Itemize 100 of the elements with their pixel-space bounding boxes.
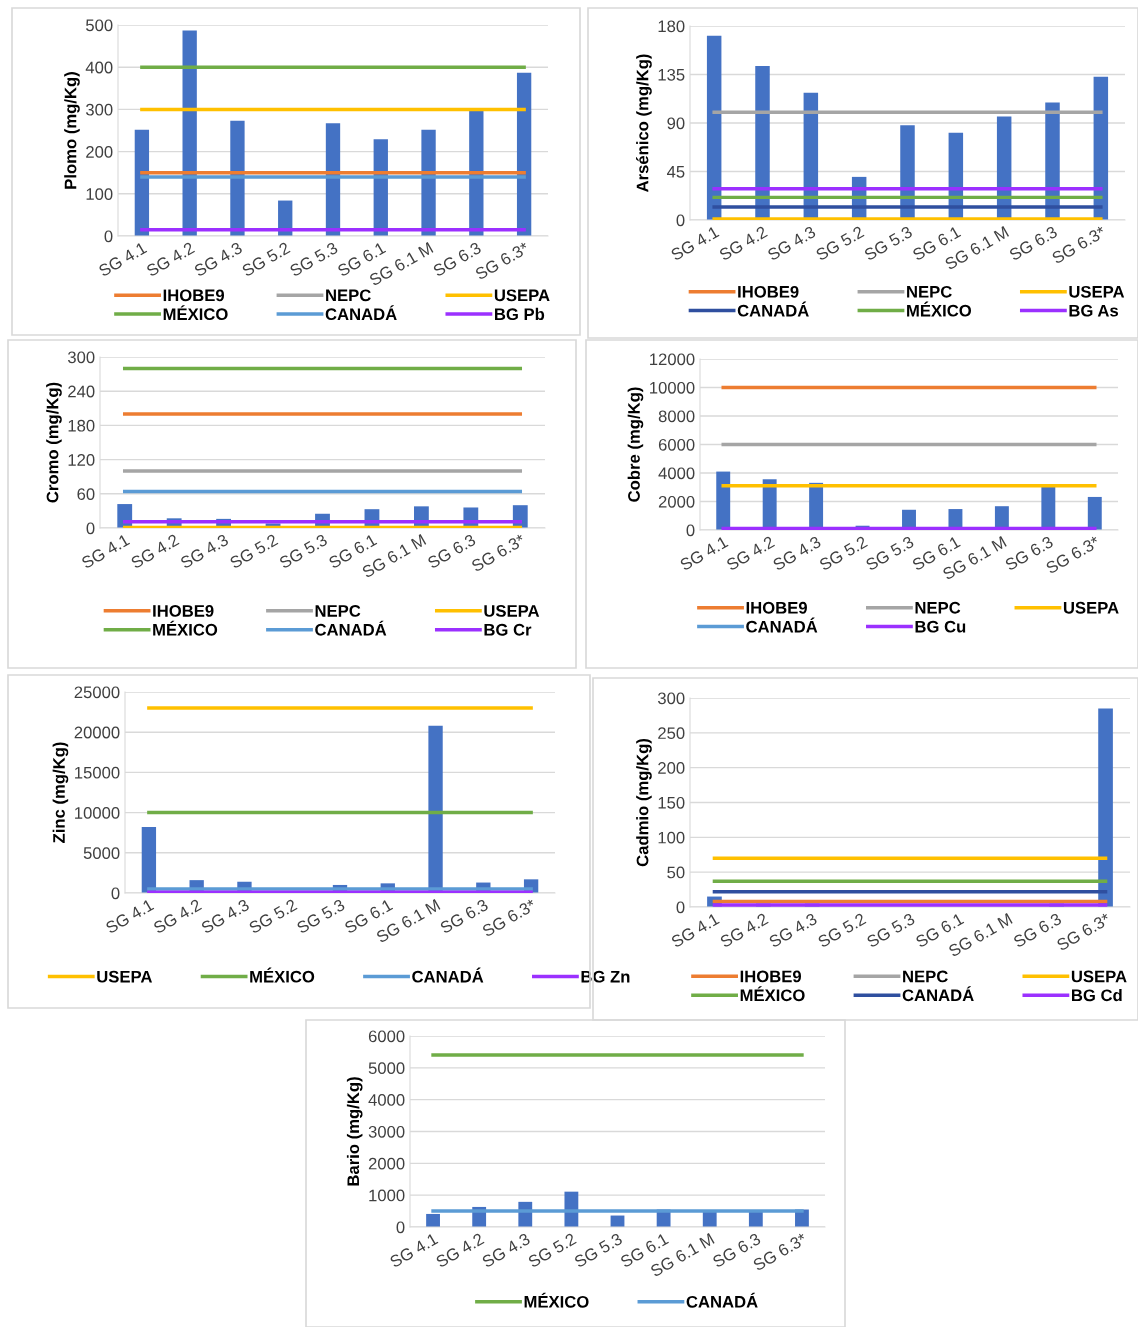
legend-label: IHOBE9 [153,605,214,617]
x-tick-label: SG 5.2 [248,898,298,935]
legend-label: CANADÁ [412,967,484,983]
legend-label: USEPA [484,605,540,617]
x-tick-label: SG 5.2 [817,912,867,949]
y-tick-label: 45 [666,166,685,178]
y-tick-label: 400 [85,61,113,74]
x-tick-label: SG 5.3 [863,225,913,262]
y-tick-label: 100 [658,831,685,844]
y-tick-label: 120 [68,454,95,466]
legend-label: BG Cr [484,623,532,636]
y-tick-label: 50 [667,866,685,879]
y-tick-label: 200 [658,762,685,774]
y-tick-label: 25000 [74,686,120,699]
y-tick-label: 0 [111,887,120,900]
y-tick-label: 300 [85,103,113,116]
y-tick-label: 10000 [75,807,120,819]
y-tick-label: 10000 [650,381,695,394]
legend-label: CANADÁ [315,620,387,636]
y-axis-title: Plomo (mg/Kg) [64,72,80,189]
x-tick-label: SG 5.3 [865,912,916,949]
y-tick-label: 0 [676,901,685,914]
y-tick-label: 8000 [658,410,695,423]
legend-label: USEPA [97,970,153,983]
legend-label: MÉXICO [907,301,972,317]
legend-label: CANADÁ [737,301,809,317]
legend-label: NEPC [903,970,948,983]
y-axis-title: Cromo (mg/Kg) [46,382,62,503]
legend-label: NEPC [907,285,952,298]
x-tick-label: SG 4.3 [768,912,818,949]
y-tick-label: 150 [658,796,685,809]
x-tick-label: SG 4.2 [130,533,180,570]
x-tick-label: SG 4.3 [179,533,230,570]
legend-label: CANADÁ [325,305,397,321]
y-tick-label: 200 [86,146,113,158]
y-tick-label: 90 [667,117,685,130]
legend-label: NEPC [915,601,961,614]
y-axis-title: Bario (mg/Kg) [346,1077,363,1186]
y-tick-label: 240 [68,385,95,398]
y-tick-label: 60 [77,488,95,500]
legend-label: MÉXICO [163,305,228,321]
y-tick-label: 1000 [369,1189,405,1202]
y-tick-label: 0 [104,230,113,243]
y-tick-label: 300 [67,351,95,364]
y-tick-label: 15000 [75,766,120,779]
y-tick-label: 5000 [368,1062,405,1075]
legend-label: IHOBE9 [738,285,799,298]
y-axis-title: Cadmio (mg/Kg) [636,738,652,867]
x-tick-label: SG 5.2 [815,225,865,262]
y-tick-label: 250 [658,727,685,740]
legend-label: BG Pb [495,307,545,321]
legend-label: USEPA [1069,285,1125,298]
y-tick-label: 4000 [368,1094,405,1106]
x-tick-label: SG 4.1 [97,241,148,278]
y-tick-label: 135 [658,68,685,81]
y-tick-label: 4000 [658,467,695,480]
y-tick-label: 2000 [658,495,695,508]
y-tick-label: 3000 [368,1125,405,1138]
legend-label: IHOBE9 [163,289,225,302]
y-tick-label: 20000 [74,726,120,739]
y-tick-label: 5000 [83,847,120,859]
y-tick-label: 0 [676,214,685,227]
x-tick-label: SG 5.2 [241,241,291,278]
legend-label: BG Cu [915,620,966,633]
legend-label: BG Cd [1072,988,1122,1002]
x-tick-label: SG 5.2 [229,533,279,570]
legend-label: CANADÁ [686,1292,758,1308]
y-tick-label: 2000 [368,1157,405,1170]
y-tick-label: 100 [86,188,113,200]
legend-label: NEPC [326,289,371,302]
y-axis-title: Arsénico (mg/Kg) [636,54,652,193]
x-tick-label: SG 5.3 [278,533,328,570]
legend-label: CANADÁ [902,986,974,1002]
y-axis-title: Zinc (mg/Kg) [52,742,69,843]
legend-label: CANADÁ [746,617,818,633]
legend-label: MÉXICO [153,620,218,636]
y-tick-label: 180 [658,20,685,33]
y-tick-label: 500 [86,19,113,32]
y-tick-label: 300 [657,692,685,705]
legend-label: USEPA [1063,601,1119,614]
legend-label: BG Zn [581,970,630,983]
x-tick-label: SG 4.1 [670,912,720,949]
legend-label: MÉXICO [524,1292,589,1308]
legend-label: IHOBE9 [746,601,807,614]
legend-label: BG As [1069,304,1119,317]
legend-label: NEPC [315,605,361,617]
y-tick-label: 180 [68,419,95,432]
y-tick-label: 6000 [658,438,695,451]
legend-label: USEPA [1071,970,1127,983]
x-tick-label: SG 4.2 [719,912,769,949]
legend-label: MÉXICO [740,986,805,1002]
y-axis-title: Cobre (mg/Kg) [627,387,644,502]
x-tick-label: SG 4.1 [80,533,131,570]
y-tick-label: 0 [396,1221,405,1234]
legend-label: USEPA [494,289,550,302]
x-tick-label: SG 4.1 [670,225,720,262]
y-tick-label: 12000 [650,353,695,366]
x-tick-label: SG 4.1 [104,898,155,935]
y-tick-label: 0 [86,522,95,535]
y-tick-label: 6000 [368,1030,405,1043]
